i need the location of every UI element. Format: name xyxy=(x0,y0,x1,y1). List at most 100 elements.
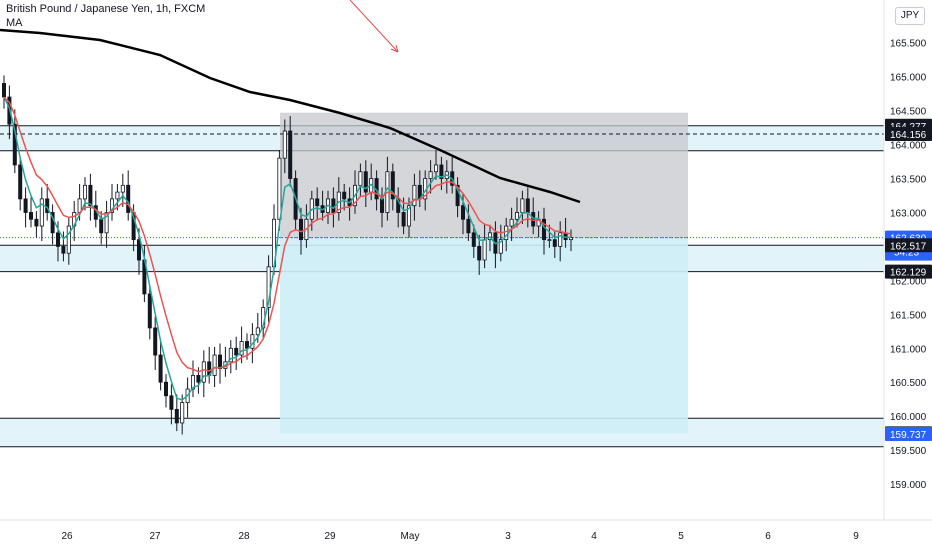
candle-body xyxy=(298,218,303,241)
countdown-text: 54:23 xyxy=(894,248,919,259)
y-tick-label: 159.000 xyxy=(890,480,927,491)
candle-body xyxy=(282,130,287,159)
x-tick-label: 5 xyxy=(678,531,684,542)
candle-body xyxy=(569,237,574,241)
candle-body xyxy=(266,266,271,308)
candle-body xyxy=(487,232,492,241)
x-tick-label: 6 xyxy=(765,531,771,542)
y-tick-label: 163.500 xyxy=(890,175,927,186)
x-tick-label: 26 xyxy=(61,531,73,542)
candle-body xyxy=(515,212,520,220)
y-tick-label: 161.500 xyxy=(890,310,927,321)
candle-body xyxy=(180,402,185,424)
price-tag-text: 162.517 xyxy=(890,241,927,252)
candle-body xyxy=(201,361,206,383)
candle-body xyxy=(460,205,465,220)
candle-body xyxy=(358,171,363,186)
symbol-title[interactable]: British Pound / Japanese Yen, 1h, FXCM xyxy=(6,3,206,15)
candle-body xyxy=(120,184,125,193)
x-tick-label: 3 xyxy=(505,531,511,542)
candle-body xyxy=(277,157,282,220)
candle-body xyxy=(471,232,476,247)
candle-body xyxy=(174,408,179,424)
candle-body xyxy=(498,239,503,254)
candle-body xyxy=(396,198,401,213)
y-tick-label: 165.500 xyxy=(890,39,927,50)
candle-body xyxy=(525,198,530,213)
candle-body xyxy=(455,184,460,207)
candle-body xyxy=(153,327,158,356)
candle-body xyxy=(466,218,471,234)
x-tick-label: 29 xyxy=(324,531,336,542)
ma-red-line xyxy=(3,96,572,373)
candle-body xyxy=(315,198,320,207)
target-box xyxy=(280,237,688,434)
ma-black-line xyxy=(0,28,581,204)
candle-body xyxy=(509,218,514,227)
candle-body xyxy=(363,171,368,193)
y-tick-label: 160.500 xyxy=(890,378,927,389)
x-tick-label: 9 xyxy=(853,531,859,542)
candle-body xyxy=(552,239,557,247)
x-tick-label: 27 xyxy=(149,531,161,542)
stop-box xyxy=(280,112,688,238)
candle-body xyxy=(342,191,347,200)
candle-body xyxy=(228,347,233,363)
y-tick-label: 159.500 xyxy=(890,446,927,457)
candle-body xyxy=(439,164,444,179)
candle-body xyxy=(83,184,88,200)
ma-green-line xyxy=(3,96,572,401)
candle-body xyxy=(99,218,104,234)
candle-body xyxy=(12,123,17,166)
annotation-arrowhead xyxy=(390,44,399,53)
candle-body xyxy=(77,198,82,213)
candle-body xyxy=(28,212,33,220)
indicator-label[interactable]: MA xyxy=(6,17,23,29)
candle-body xyxy=(239,341,244,356)
candle-body xyxy=(520,198,525,213)
candle-body xyxy=(401,212,406,227)
candle-body xyxy=(196,375,201,383)
price-tag xyxy=(885,264,932,279)
y-tick-label: 163.000 xyxy=(890,208,927,219)
candle-body xyxy=(147,293,152,329)
annotation-arrow xyxy=(349,0,399,53)
candle-body xyxy=(412,184,417,207)
candle-body xyxy=(433,164,438,173)
candle-body xyxy=(136,239,141,261)
candle-body xyxy=(88,184,93,207)
candle-body xyxy=(158,354,163,383)
candle-body xyxy=(547,239,552,242)
candle-body xyxy=(428,171,433,179)
price-tag-text: 162.129 xyxy=(890,268,927,279)
candle-body xyxy=(104,212,109,234)
candle-body xyxy=(126,184,131,213)
currency-badge[interactable]: JPY xyxy=(895,7,925,25)
candle-body xyxy=(163,381,168,397)
candle-body xyxy=(244,341,249,349)
candle-body xyxy=(234,347,239,356)
candle-body xyxy=(61,246,66,254)
candle-body xyxy=(477,246,482,261)
candle-body xyxy=(379,198,384,213)
y-tick-label: 164.500 xyxy=(890,107,927,118)
price-tag xyxy=(885,126,932,141)
candle-body xyxy=(558,232,563,247)
candle-body xyxy=(56,232,61,247)
y-tick-label: 160.000 xyxy=(890,412,927,423)
y-tick-label: 164.000 xyxy=(890,141,927,152)
x-tick-label: 28 xyxy=(238,531,250,542)
candle-body xyxy=(255,327,260,336)
candle-body xyxy=(288,130,293,179)
x-tick-label: 4 xyxy=(591,531,597,542)
candle-body xyxy=(2,83,7,98)
candle-body xyxy=(212,354,217,376)
candle-body xyxy=(34,218,39,227)
candle-body xyxy=(18,164,23,200)
y-tick-label: 165.000 xyxy=(890,73,927,84)
price-tag xyxy=(885,427,932,442)
candle-body xyxy=(390,171,395,200)
candle-body xyxy=(169,395,174,410)
